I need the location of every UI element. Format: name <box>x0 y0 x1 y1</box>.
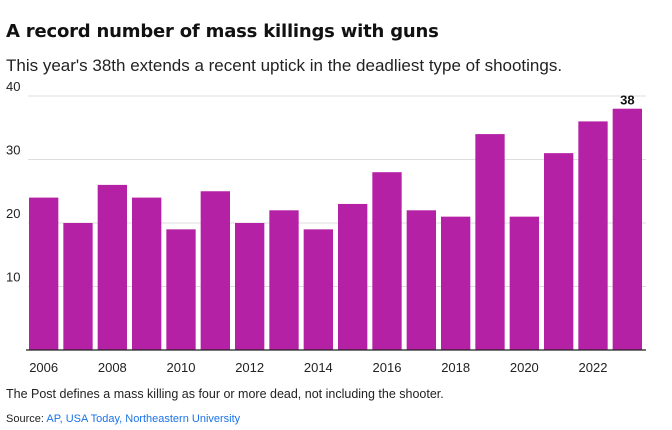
bar-2018 <box>441 216 471 350</box>
bar-2020 <box>509 216 539 350</box>
bar-value-label: 38 <box>620 93 634 108</box>
source-label: Source: <box>6 413 47 425</box>
x-tick-label: 2020 <box>510 360 539 375</box>
footnote: The Post defines a mass killing as four … <box>6 387 444 401</box>
bar-2009 <box>132 197 162 350</box>
bar-2014 <box>303 229 333 350</box>
bar-2006 <box>29 197 59 350</box>
x-tick-label: 2018 <box>441 360 470 375</box>
chart-title: A record number of mass killings with gu… <box>6 21 439 42</box>
bar-2017 <box>406 210 436 350</box>
y-tick-label: 40 <box>6 80 20 94</box>
x-tick-label: 2022 <box>579 360 608 375</box>
bar-2016 <box>372 172 402 350</box>
bar-2021 <box>544 153 574 350</box>
bar-2008 <box>97 184 127 350</box>
y-tick-label: 10 <box>6 270 20 285</box>
y-tick-label: 20 <box>6 206 20 221</box>
bar-2013 <box>269 210 299 350</box>
bar-2015 <box>338 203 368 350</box>
bar-2019 <box>475 134 505 350</box>
x-tick-label: 2016 <box>373 360 402 375</box>
bar-2007 <box>63 223 93 350</box>
bar-2010 <box>166 229 196 350</box>
bar-2011 <box>200 191 230 350</box>
chart-subtitle: This year's 38th extends a recent uptick… <box>6 56 563 75</box>
source-line: Source: AP, USA Today, Northeastern Univ… <box>6 413 240 425</box>
bar-2023 <box>612 108 642 350</box>
bar-2012 <box>235 223 265 350</box>
x-tick-label: 2014 <box>304 360 333 375</box>
x-tick-label: 2012 <box>235 360 264 375</box>
x-tick-label: 2010 <box>167 360 196 375</box>
x-tick-label: 2008 <box>98 360 127 375</box>
source-links[interactable]: AP, USA Today, Northeastern University <box>46 413 241 425</box>
y-tick-label: 30 <box>6 143 20 158</box>
bar-2022 <box>578 121 608 351</box>
x-tick-label: 2006 <box>29 360 58 375</box>
bar-chart: 10 20 30 40 2006 2008 2010 2012 2014 2016 2018 2020… <box>6 80 646 375</box>
